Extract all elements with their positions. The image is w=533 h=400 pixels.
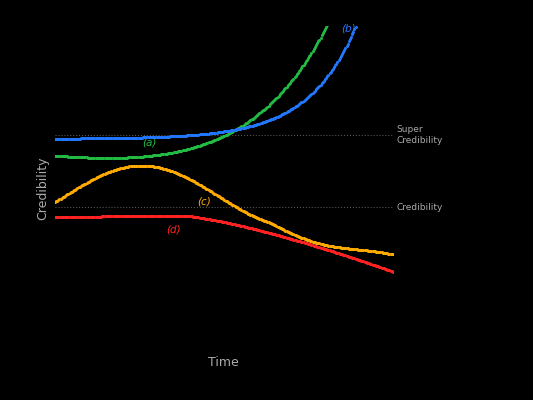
Text: Super
Credibility: Super Credibility [396, 125, 442, 145]
Text: (d): (d) [166, 224, 181, 234]
Text: (b): (b) [342, 23, 356, 33]
X-axis label: Time: Time [208, 356, 239, 369]
Y-axis label: Credibility: Credibility [36, 157, 50, 220]
Text: (a): (a) [142, 138, 157, 148]
Text: (c): (c) [197, 197, 211, 207]
Text: Credibility: Credibility [396, 203, 442, 212]
